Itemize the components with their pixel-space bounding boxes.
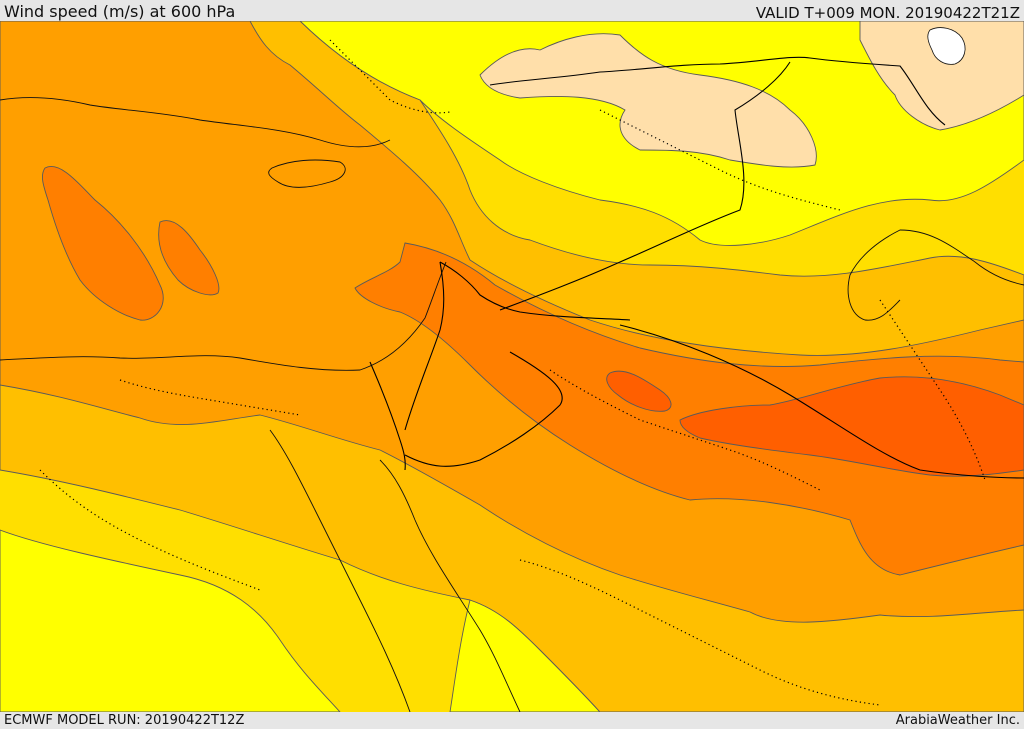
admin-boundary-3: [549, 369, 821, 491]
band-pale-north: [479, 33, 817, 168]
band-dark-orange-west: [41, 166, 164, 321]
band-pale-northeast: [859, 21, 1024, 131]
model-run: ECMWF MODEL RUN: 20190422T12Z: [4, 713, 245, 728]
water-body-north: [927, 27, 966, 65]
band-red-orange-spot: [606, 370, 672, 412]
wind-speed-map: [0, 21, 1024, 712]
credit: ArabiaWeather Inc.: [895, 713, 1020, 728]
map-footer: ECMWF MODEL RUN: 20190422T12Z ArabiaWeat…: [0, 712, 1024, 729]
border-israel-jordan: [404, 261, 445, 431]
map-title: Wind speed (m/s) at 600 hPa: [4, 2, 236, 21]
border-syria-lebanon: [439, 261, 631, 321]
map-header: Wind speed (m/s) at 600 hPa VALID T+009 …: [0, 0, 1024, 21]
border-saudi-east: [619, 324, 1024, 479]
persian-gulf-coast: [847, 229, 1024, 321]
band-yellow-southwest: [0, 529, 341, 712]
valid-time: VALID T+009 MON. 20190422T21Z: [755, 4, 1020, 22]
band-dark-orange-west-small: [158, 220, 220, 296]
border-israel-egypt: [369, 361, 406, 471]
band-red-orange-core: [679, 376, 1024, 477]
band-dark-orange-central: [354, 242, 1024, 576]
border-iraq-syria: [489, 56, 946, 126]
turkey-coast: [0, 97, 391, 148]
cyprus-coast: [268, 159, 346, 188]
border-jordan-saudi: [404, 351, 563, 467]
admin-boundary-1: [329, 39, 451, 114]
border-saudi-iraq: [499, 61, 791, 311]
red-sea-coast: [379, 459, 521, 712]
red-sea-coast-west: [269, 429, 411, 712]
mediterranean-coast: [0, 261, 447, 371]
